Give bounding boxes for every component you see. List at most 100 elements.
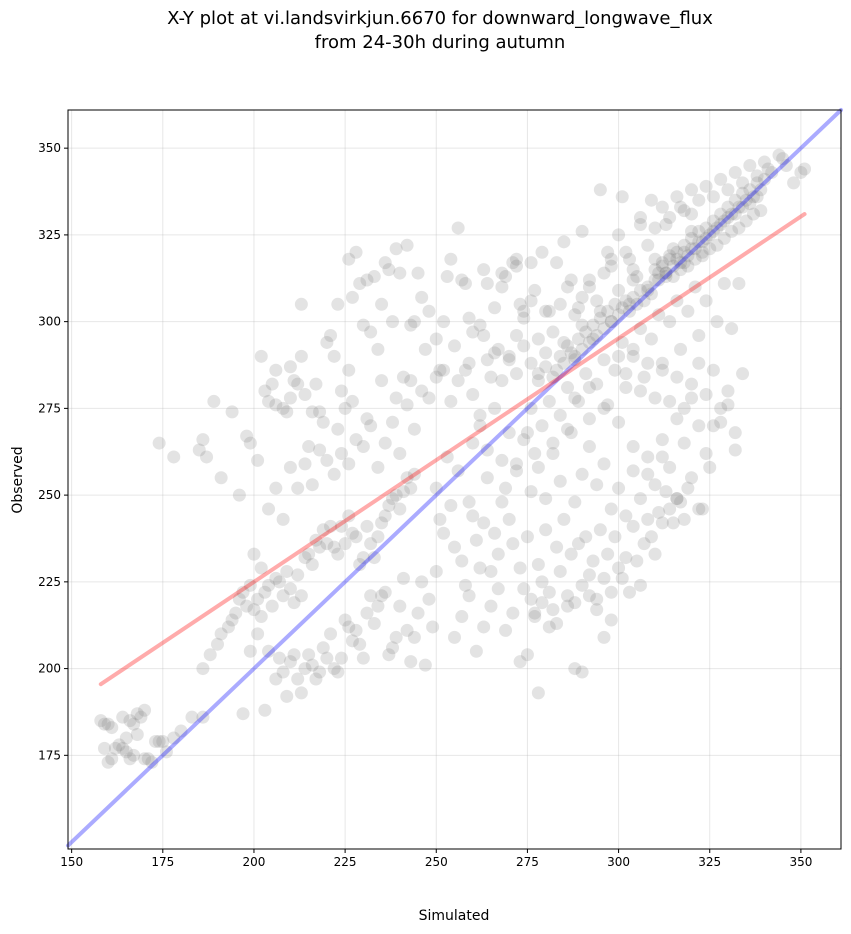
scatter-point <box>531 686 545 700</box>
scatter-point <box>652 308 666 322</box>
scatter-point <box>703 242 717 256</box>
scatter-point <box>619 367 633 381</box>
reference-lines <box>66 108 843 848</box>
scatter-point <box>345 526 359 540</box>
scatter-point <box>754 204 768 218</box>
scatter-point <box>174 724 188 738</box>
scatter-point <box>568 596 582 610</box>
scatter-point <box>283 460 297 474</box>
scatter-point <box>356 551 370 565</box>
scatter-point <box>433 363 447 377</box>
scatter-point <box>294 297 308 311</box>
scatter-point <box>524 256 538 270</box>
scatter-point <box>513 655 527 669</box>
scatter-point <box>750 169 764 183</box>
scatter-point <box>287 374 301 388</box>
scatter-point <box>404 655 418 669</box>
scatter-point <box>692 193 706 207</box>
scatter-point <box>393 266 407 280</box>
scatter-point <box>706 214 720 228</box>
scatter-point <box>626 349 640 363</box>
scatter-point <box>320 453 334 467</box>
scatter-point <box>670 492 684 506</box>
scatter-point <box>728 443 742 457</box>
scatter-point <box>732 200 746 214</box>
scatter-point <box>353 637 367 651</box>
scatter-point <box>561 599 575 613</box>
x-axis-ticks: 150 175 200 225 250 275 300 325 350 <box>60 849 812 869</box>
scatter-point <box>761 162 775 176</box>
scatter-point <box>520 648 534 662</box>
scatter-point <box>524 401 538 415</box>
scatter-point <box>648 478 662 492</box>
scatter-point <box>440 450 454 464</box>
scatter-point <box>313 443 327 457</box>
y-tick-label: 350 <box>38 141 61 155</box>
scatter-point <box>415 290 429 304</box>
scatter-point <box>159 745 173 759</box>
scatter-point <box>276 665 290 679</box>
scatter-point <box>480 443 494 457</box>
scatter-point <box>798 162 812 176</box>
scatter-point <box>619 381 633 395</box>
scatter-point <box>550 363 564 377</box>
scatter-point <box>283 360 297 374</box>
scatter-point <box>612 308 626 322</box>
scatter-point <box>342 509 356 523</box>
scatter-point <box>331 297 345 311</box>
scatter-point <box>564 346 578 360</box>
scatter-point <box>590 329 604 343</box>
scatter-point <box>582 273 596 287</box>
scatter-point <box>641 450 655 464</box>
scatter-point <box>404 318 418 332</box>
scatter-point <box>728 165 742 179</box>
scatter-point <box>495 495 509 509</box>
scatter-point <box>590 603 604 617</box>
scatter-point <box>305 405 319 419</box>
scatter-point <box>699 221 713 235</box>
scatter-point <box>499 270 513 284</box>
scatter-point <box>772 148 786 162</box>
scatter-point <box>298 662 312 676</box>
scatter-point <box>546 436 560 450</box>
scatter-point <box>251 592 265 606</box>
scatter-point <box>571 301 585 315</box>
scatter-point <box>334 446 348 460</box>
scatter-point <box>269 363 283 377</box>
scatter-point <box>648 221 662 235</box>
scatter-point <box>429 564 443 578</box>
scatter-point <box>575 467 589 481</box>
scatter-point <box>207 394 221 408</box>
scatter-point <box>491 547 505 561</box>
scatter-point <box>462 589 476 603</box>
scatter-point <box>262 578 276 592</box>
scatter-point <box>360 606 374 620</box>
scatter-point <box>378 436 392 450</box>
scatter-point <box>608 530 622 544</box>
scatter-point <box>269 398 283 412</box>
scatter-point <box>695 235 709 249</box>
scatter-point <box>393 599 407 613</box>
scatter-point <box>666 270 680 284</box>
scatter-point <box>641 280 655 294</box>
scatter-point <box>725 224 739 238</box>
scatter-point <box>123 752 137 766</box>
scatter-point <box>152 436 166 450</box>
scatter-point <box>612 228 626 242</box>
scatter-point <box>309 533 323 547</box>
scatter-point <box>677 256 691 270</box>
scatter-point <box>717 214 731 228</box>
scatter-point <box>553 408 567 422</box>
scatter-point <box>674 342 688 356</box>
scatter-point <box>590 478 604 492</box>
scatter-point <box>626 464 640 478</box>
scatter-point <box>670 190 684 204</box>
scatter-point <box>597 457 611 471</box>
scatter-point <box>685 224 699 238</box>
scatter-point <box>502 353 516 367</box>
scatter-point <box>407 630 421 644</box>
scatter-point <box>320 335 334 349</box>
scatter-point <box>400 471 414 485</box>
scatter-point <box>138 703 152 717</box>
